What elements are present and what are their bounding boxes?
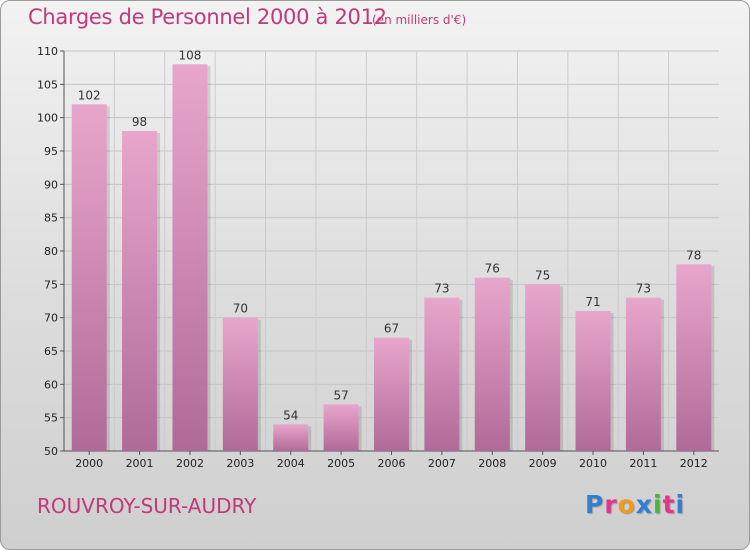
data-label: 108 xyxy=(179,48,202,62)
data-label: 98 xyxy=(132,115,147,129)
x-tick-label: 2004 xyxy=(277,457,305,470)
logo-letter: t xyxy=(662,490,676,519)
data-label: 70 xyxy=(233,302,248,316)
data-label: 73 xyxy=(636,282,651,296)
logo-letter: i xyxy=(675,490,686,519)
bars xyxy=(71,64,715,452)
data-label: 75 xyxy=(535,268,550,282)
bar xyxy=(71,104,107,451)
data-label: 102 xyxy=(78,88,101,102)
x-tick-label: 2009 xyxy=(529,457,557,470)
x-tick-label: 2005 xyxy=(327,457,355,470)
bar xyxy=(273,424,309,451)
x-tick-label: 2012 xyxy=(680,457,708,470)
y-tick-label: 50 xyxy=(44,445,58,458)
data-label: 76 xyxy=(485,262,500,276)
data-label: 67 xyxy=(384,322,399,336)
y-tick-label: 95 xyxy=(44,145,58,158)
x-tick-label: 2007 xyxy=(428,457,456,470)
logo-letter: o xyxy=(617,490,636,519)
logo-letter: r xyxy=(604,490,618,519)
bar xyxy=(575,311,611,451)
chart-title: Charges de Personnel 2000 à 2012 xyxy=(28,5,387,29)
data-label: 57 xyxy=(333,388,348,402)
x-tick-label: 2001 xyxy=(126,457,154,470)
bar xyxy=(222,317,258,451)
x-tick-label: 2002 xyxy=(176,457,204,470)
bar xyxy=(323,404,359,451)
bar xyxy=(374,337,409,451)
y-tick-label: 75 xyxy=(44,278,58,291)
y-tick-label: 80 xyxy=(44,245,58,258)
data-label: 54 xyxy=(283,408,298,422)
bar xyxy=(122,131,158,451)
x-tick-label: 2008 xyxy=(478,457,506,470)
x-tick-label: 2003 xyxy=(226,457,254,470)
bar xyxy=(625,297,661,451)
logo-letter: P xyxy=(585,490,605,519)
bar xyxy=(474,277,510,451)
x-tick-label: 2006 xyxy=(378,457,406,470)
bar xyxy=(172,64,208,452)
y-tick-label: 60 xyxy=(44,378,58,391)
y-tick-label: 85 xyxy=(44,212,58,225)
logo-letter: i xyxy=(653,490,663,519)
y-tick-label: 100 xyxy=(37,112,58,125)
y-tick-label: 70 xyxy=(44,312,58,325)
x-tick-label: 2011 xyxy=(629,457,657,470)
x-tick-label: 2000 xyxy=(75,457,103,470)
data-label: 71 xyxy=(585,295,600,309)
data-label: 78 xyxy=(686,248,701,262)
bar xyxy=(676,264,712,451)
proxiti-logo[interactable]: Proxiti xyxy=(585,490,685,519)
chart-subtitle: (en milliers d'€) xyxy=(372,13,467,27)
logo-letter: x xyxy=(635,490,653,519)
y-tick-label: 55 xyxy=(44,412,58,425)
commune-name: ROUVROY-SUR-AUDRY xyxy=(37,494,257,518)
y-tick-label: 65 xyxy=(44,345,58,358)
y-tick-label: 110 xyxy=(37,45,58,58)
labels: 50 55 60 65 70 75 80 85 90 95 100 105 110 102 2000 98 20… xyxy=(37,45,708,470)
bar xyxy=(424,297,460,451)
y-tick-label: 105 xyxy=(37,78,58,91)
x-tick-label: 2010 xyxy=(579,457,607,470)
data-label: 73 xyxy=(434,282,449,296)
y-tick-label: 90 xyxy=(44,178,58,191)
bar xyxy=(525,284,561,451)
